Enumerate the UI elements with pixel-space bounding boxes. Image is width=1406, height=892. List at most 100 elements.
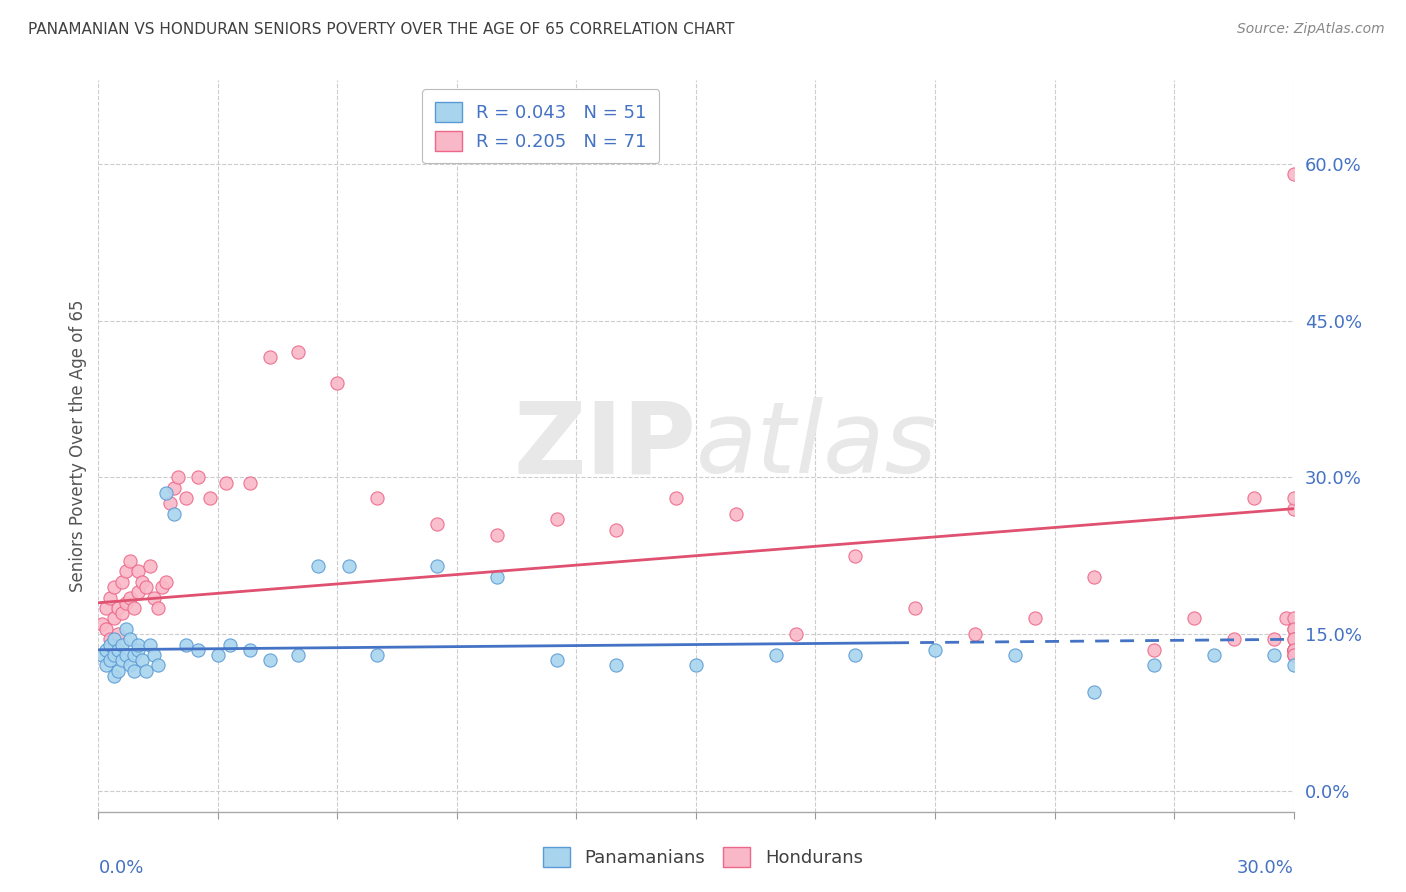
Point: [100, 638, 122, 652]
Point: [1282, 622, 1305, 636]
Point: [1263, 632, 1285, 647]
Point: [605, 658, 627, 673]
Point: [307, 559, 329, 574]
Point: [287, 345, 309, 359]
Point: [127, 638, 149, 652]
Point: [127, 642, 149, 657]
Point: [1024, 611, 1046, 625]
Point: [1282, 632, 1305, 647]
Point: [366, 648, 388, 662]
Text: 30.0%: 30.0%: [1237, 859, 1294, 877]
Point: [1274, 611, 1296, 625]
Point: [259, 653, 281, 667]
Point: [103, 669, 125, 683]
Point: [1282, 642, 1305, 657]
Text: atlas: atlas: [696, 398, 938, 494]
Point: [120, 632, 142, 647]
Point: [100, 632, 122, 647]
Point: [215, 475, 238, 490]
Point: [148, 601, 170, 615]
Point: [1282, 642, 1305, 657]
Legend: R = 0.043   N = 51, R = 0.205   N = 71: R = 0.043 N = 51, R = 0.205 N = 71: [422, 89, 659, 163]
Point: [131, 653, 153, 667]
Point: [174, 638, 197, 652]
Point: [665, 491, 688, 506]
Point: [1182, 611, 1205, 625]
Point: [426, 517, 449, 532]
Point: [131, 574, 153, 589]
Point: [107, 601, 129, 615]
Point: [219, 638, 242, 652]
Point: [844, 648, 866, 662]
Point: [1282, 642, 1305, 657]
Point: [148, 658, 170, 673]
Point: [765, 648, 787, 662]
Point: [1282, 642, 1305, 657]
Point: [107, 664, 129, 678]
Point: [111, 653, 134, 667]
Point: [103, 632, 125, 647]
Point: [1282, 658, 1305, 673]
Point: [724, 507, 747, 521]
Point: [111, 574, 134, 589]
Point: [100, 591, 122, 605]
Point: [1282, 642, 1305, 657]
Point: [124, 664, 146, 678]
Point: [485, 569, 508, 583]
Point: [150, 580, 173, 594]
Point: [1282, 622, 1305, 636]
Point: [904, 601, 927, 615]
Point: [207, 648, 229, 662]
Point: [924, 642, 946, 657]
Point: [124, 601, 146, 615]
Point: [120, 591, 142, 605]
Point: [287, 648, 309, 662]
Point: [1282, 648, 1305, 662]
Point: [1282, 491, 1305, 506]
Point: [135, 664, 157, 678]
Point: [198, 491, 221, 506]
Point: [239, 642, 262, 657]
Point: [1083, 684, 1105, 698]
Point: [115, 648, 138, 662]
Point: [1243, 491, 1265, 506]
Point: [1282, 167, 1305, 181]
Point: [1282, 632, 1305, 647]
Point: [1004, 648, 1026, 662]
Point: [159, 496, 181, 510]
Point: [187, 642, 209, 657]
Point: [124, 648, 146, 662]
Point: [546, 653, 568, 667]
Point: [1083, 569, 1105, 583]
Point: [155, 486, 177, 500]
Point: [96, 622, 118, 636]
Point: [546, 512, 568, 526]
Text: PANAMANIAN VS HONDURAN SENIORS POVERTY OVER THE AGE OF 65 CORRELATION CHART: PANAMANIAN VS HONDURAN SENIORS POVERTY O…: [28, 22, 734, 37]
Point: [135, 580, 157, 594]
Point: [96, 601, 118, 615]
Legend: Panamanians, Hondurans: Panamanians, Hondurans: [536, 839, 870, 874]
Point: [174, 491, 197, 506]
Point: [107, 627, 129, 641]
Point: [339, 559, 360, 574]
Text: 0.0%: 0.0%: [98, 859, 143, 877]
Point: [326, 376, 349, 391]
Point: [115, 622, 138, 636]
Point: [259, 350, 281, 364]
Point: [1263, 648, 1285, 662]
Point: [127, 565, 149, 579]
Point: [107, 642, 129, 657]
Point: [426, 559, 449, 574]
Point: [1282, 648, 1305, 662]
Point: [127, 585, 149, 599]
Point: [963, 627, 986, 641]
Point: [167, 470, 190, 484]
Point: [96, 642, 118, 657]
Point: [1282, 611, 1305, 625]
Point: [91, 648, 114, 662]
Point: [139, 638, 162, 652]
Point: [1282, 501, 1305, 516]
Point: [239, 475, 262, 490]
Point: [187, 470, 209, 484]
Point: [91, 616, 114, 631]
